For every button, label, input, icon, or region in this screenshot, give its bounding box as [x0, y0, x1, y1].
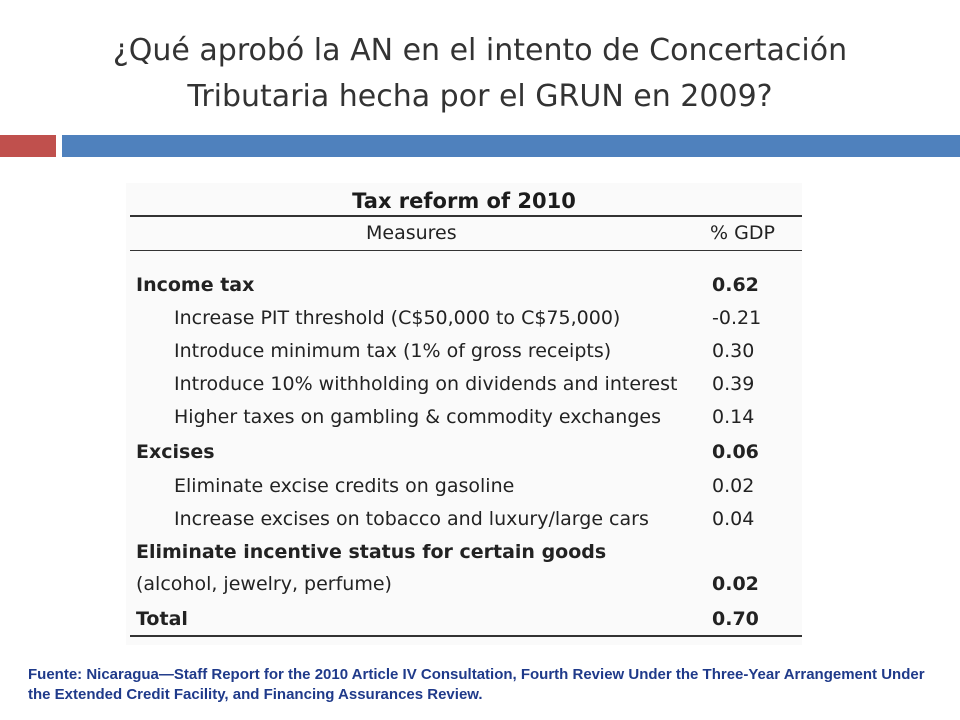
row-value: 0.04 [712, 508, 755, 530]
table-row-minimum-tax: Introduce minimum tax (1% of gross recei… [126, 336, 802, 368]
row-value: -0.21 [712, 307, 762, 329]
table-row-excises: Excises 0.06 [126, 437, 802, 469]
row-value: 0.02 [712, 475, 755, 497]
table-title: Tax reform of 2010 [352, 189, 576, 213]
row-label: Total [136, 608, 188, 630]
table-row-total: Total 0.70 [126, 604, 802, 636]
row-label: Increase PIT threshold (C$50,000 to C$75… [174, 307, 621, 329]
row-label: (alcohol, jewelry, perfume) [136, 573, 392, 595]
source-note: Fuente: Nicaragua—Staff Report for the 2… [28, 666, 925, 703]
row-value: 0.06 [712, 441, 759, 463]
column-header-gdp: % GDP [710, 222, 775, 244]
row-label: Increase excises on tobacco and luxury/l… [174, 508, 649, 530]
table-bottom-rule [130, 635, 802, 637]
table-row-incentive-detail: (alcohol, jewelry, perfume) 0.02 [126, 569, 802, 601]
row-label: Excises [136, 441, 215, 463]
slide-title-line-1: ¿Qué aprobó la AN en el intento de Conce… [112, 33, 848, 68]
accent-bar-red [0, 135, 56, 157]
row-value: 0.70 [712, 608, 759, 630]
row-label: Income tax [136, 274, 255, 296]
row-value: 0.02 [712, 573, 759, 595]
row-label: Eliminate incentive status for certain g… [136, 541, 607, 563]
row-value: 0.62 [712, 274, 759, 296]
row-label: Introduce 10% withholding on dividends a… [174, 373, 678, 395]
slide-title-line-2: Tributaria hecha por el GRUN en 2009? [187, 79, 773, 114]
table-row-gasoline: Eliminate excise credits on gasoline 0.0… [126, 471, 802, 503]
table-top-rule [130, 215, 802, 217]
row-label: Introduce minimum tax (1% of gross recei… [174, 340, 612, 362]
row-value: 0.39 [712, 373, 755, 395]
table-row-tobacco: Increase excises on tobacco and luxury/l… [126, 504, 802, 536]
table-row-pit-threshold: Increase PIT threshold (C$50,000 to C$75… [126, 303, 802, 335]
table-row-gambling: Higher taxes on gambling & commodity exc… [126, 402, 802, 434]
column-header-measures: Measures [366, 222, 457, 244]
slide-title: ¿Qué aprobó la AN en el intento de Conce… [40, 28, 920, 120]
table-row-income-tax: Income tax 0.62 [126, 270, 802, 302]
row-label: Eliminate excise credits on gasoline [174, 475, 515, 497]
table-row-withholding: Introduce 10% withholding on dividends a… [126, 369, 802, 401]
table-header-rule [130, 250, 802, 251]
row-value: 0.14 [712, 406, 755, 428]
accent-bar-blue [62, 135, 960, 157]
tax-reform-table: Tax reform of 2010 Measures % GDP Income… [126, 183, 802, 645]
row-label: Higher taxes on gambling & commodity exc… [174, 406, 661, 428]
table-row-incentive-status: Eliminate incentive status for certain g… [126, 537, 802, 569]
row-value: 0.30 [712, 340, 755, 362]
